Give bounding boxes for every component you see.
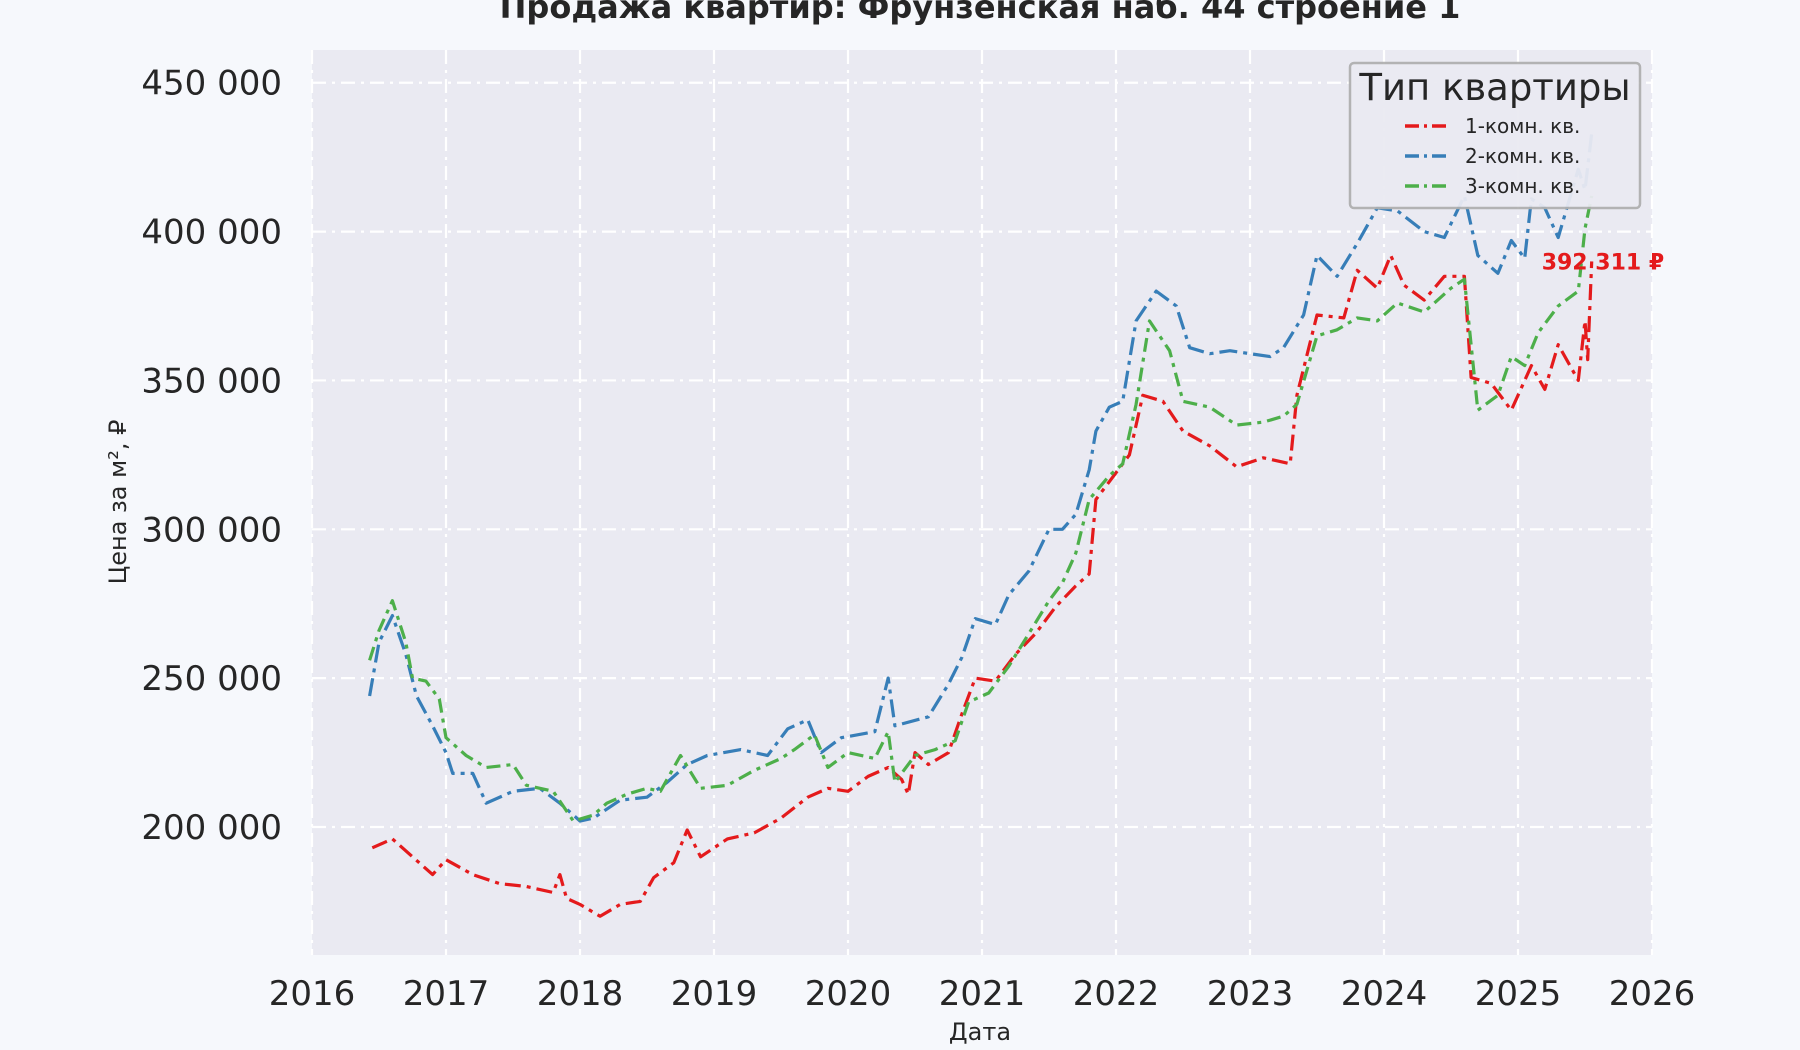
series-end-label-1: 392 311 ₽ [1542,250,1664,275]
y-tick-label: 200 000 [141,808,282,848]
x-tick-label: 2024 [1341,974,1428,1014]
legend-label: 3-комн. кв. [1465,174,1580,198]
legend: Тип квартиры 1-комн. кв. 2-комн. кв. 3-ком… [1348,61,1642,210]
y-tick-label: 350 000 [141,361,282,401]
x-tick-label: 2022 [1073,974,1160,1014]
series-line-2 [368,133,1594,823]
x-tick-label: 2019 [671,974,758,1014]
y-tick-label: 300 000 [141,510,282,550]
legend-box [1348,61,1642,210]
x-tick-label: 2016 [269,974,356,1014]
x-axis-label: Дата [949,1018,1011,1046]
series-line-1 [371,253,1594,918]
series-layer [368,133,1594,918]
end-labels: 392 311 ₽ [1542,250,1664,275]
x-tick-label: 2023 [1207,974,1294,1014]
legend-items: 1-комн. кв. 2-комн. кв. 3-комн. кв. [1405,114,1580,198]
y-axis-ticks: 200 000 250 000 300 000 350 000 400 000 450 0… [141,64,282,848]
y-axis-label: Цена за м², ₽ [104,420,132,585]
legend-title: Тип квартиры [1358,66,1630,109]
y-tick-label: 450 000 [141,64,282,104]
chart-title: Продажа квартир: Фрунзенская наб. 44 стр… [500,0,1461,26]
x-tick-label: 2025 [1475,974,1562,1014]
x-tick-label: 2018 [537,974,624,1014]
series-line-3 [368,195,1594,823]
grid [310,50,1654,955]
x-tick-label: 2021 [939,974,1026,1014]
x-tick-label: 2020 [805,974,892,1014]
legend-label: 1-комн. кв. [1465,114,1580,138]
x-tick-label: 2017 [403,974,490,1014]
x-tick-label: 2026 [1609,974,1696,1014]
legend-label: 2-комн. кв. [1465,144,1580,168]
y-tick-label: 250 000 [141,659,282,699]
x-axis-ticks: 2016 2017 2018 2019 2020 2021 2022 2023 2024 2025… [269,974,1696,1014]
y-tick-label: 400 000 [141,213,282,253]
